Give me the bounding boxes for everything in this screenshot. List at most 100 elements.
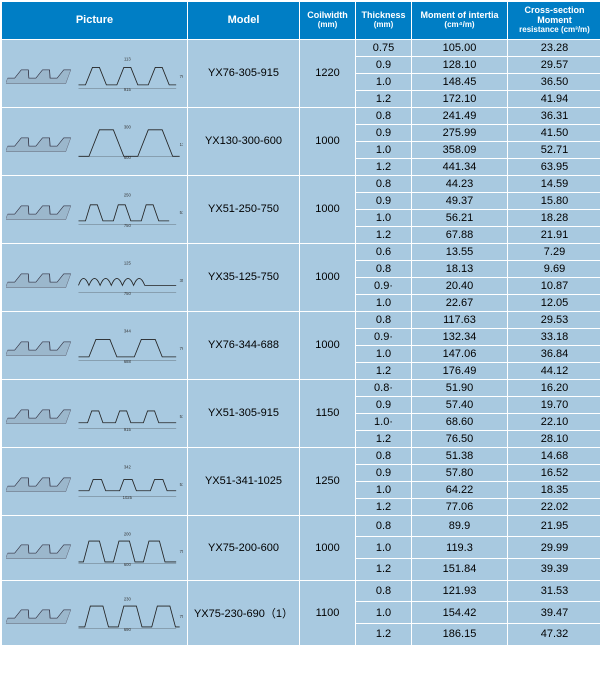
picture-cell: 342102551 [2, 447, 188, 515]
coilwidth-cell: 1100 [300, 580, 356, 645]
svg-text:342: 342 [124, 465, 132, 470]
specs-table: Picture Model Coilwidth(mm) Thickness(mm… [1, 1, 600, 646]
moment-cell: 57.40 [412, 396, 508, 413]
svg-text:344: 344 [124, 329, 132, 334]
thickness-cell: 1.2 [356, 623, 412, 645]
svg-text:35: 35 [180, 278, 183, 283]
svg-text:300: 300 [124, 125, 132, 130]
cross-cell: 14.68 [508, 447, 600, 464]
moment-cell: 105.00 [412, 39, 508, 56]
thickness-cell: 0.8 [356, 515, 412, 537]
thickness-cell: 1.0 [356, 481, 412, 498]
thickness-cell: 1.0 [356, 294, 412, 311]
moment-cell: 151.84 [412, 558, 508, 580]
cross-cell: 44.12 [508, 362, 600, 379]
header-thickness: Thickness(mm) [356, 2, 412, 40]
thickness-cell: 1.0 [356, 602, 412, 624]
model-cell: YX75-230-690（1） [188, 580, 300, 645]
moment-cell: 172.10 [412, 90, 508, 107]
thickness-cell: 1.2 [356, 558, 412, 580]
svg-text:75: 75 [180, 548, 183, 553]
table-row: 34468876 YX76-344-68810000.8117.6329.53 [2, 311, 600, 328]
thickness-cell: 1.2 [356, 362, 412, 379]
cross-cell: 21.95 [508, 515, 600, 537]
thickness-cell: 0.6 [356, 243, 412, 260]
cross-cell: 10.87 [508, 277, 600, 294]
thickness-cell: 1.2 [356, 430, 412, 447]
header-model: Model [188, 2, 300, 40]
header-picture: Picture [2, 2, 188, 40]
moment-cell: 20.40 [412, 277, 508, 294]
cross-cell: 9.69 [508, 260, 600, 277]
cross-cell: 63.95 [508, 158, 600, 175]
picture-cell: 23069075 [2, 580, 188, 645]
cross-cell: 36.84 [508, 345, 600, 362]
table-row: 23069075 YX75-230-690（1）11000.8121.9331.… [2, 580, 600, 602]
picture-cell: 20060075 [2, 515, 188, 580]
thickness-cell: 0.9 [356, 464, 412, 481]
model-cell: YX75-200-600 [188, 515, 300, 580]
svg-text:1025: 1025 [123, 495, 133, 500]
cross-cell: 18.35 [508, 481, 600, 498]
moment-cell: 176.49 [412, 362, 508, 379]
header-cross: Cross-section Momentresistance (cm³/m) [508, 2, 600, 40]
moment-cell: 49.37 [412, 192, 508, 209]
moment-cell: 56.21 [412, 209, 508, 226]
coilwidth-cell: 1150 [300, 379, 356, 447]
cross-cell: 36.31 [508, 107, 600, 124]
cross-cell: 21.91 [508, 226, 600, 243]
coilwidth-cell: 1000 [300, 175, 356, 243]
cross-cell: 19.70 [508, 396, 600, 413]
cross-cell: 47.32 [508, 623, 600, 645]
svg-text:250: 250 [124, 193, 132, 198]
picture-cell: 300600130 [2, 107, 188, 175]
moment-cell: 148.45 [412, 73, 508, 90]
picture-cell: 34468876 [2, 311, 188, 379]
model-cell: YX130-300-600 [188, 107, 300, 175]
svg-text:125: 125 [124, 261, 132, 266]
thickness-cell: 0.9 [356, 56, 412, 73]
thickness-cell: 1.2 [356, 158, 412, 175]
table-row: 25075051 YX51-250-75010000.844.2314.59 [2, 175, 600, 192]
moment-cell: 154.42 [412, 602, 508, 624]
svg-text:915: 915 [124, 87, 132, 92]
cross-cell: 41.94 [508, 90, 600, 107]
model-cell: YX76-344-688 [188, 311, 300, 379]
cross-cell: 41.50 [508, 124, 600, 141]
cross-cell: 52.71 [508, 141, 600, 158]
svg-text:51: 51 [180, 414, 183, 419]
svg-text:76: 76 [180, 74, 183, 79]
header-coilwidth: Coilwidth(mm) [300, 2, 356, 40]
moment-cell: 57.80 [412, 464, 508, 481]
table-row: 20060075 YX75-200-60010000.889.921.95 [2, 515, 600, 537]
moment-cell: 275.99 [412, 124, 508, 141]
svg-text:113: 113 [124, 57, 131, 62]
thickness-cell: 1.0 [356, 209, 412, 226]
moment-cell: 76.50 [412, 430, 508, 447]
thickness-cell: 1.0· [356, 413, 412, 430]
coilwidth-cell: 1000 [300, 107, 356, 175]
table-row: 300600130 YX130-300-60010000.8241.4936.3… [2, 107, 600, 124]
cross-cell: 22.10 [508, 413, 600, 430]
moment-cell: 64.22 [412, 481, 508, 498]
cross-cell: 7.29 [508, 243, 600, 260]
cross-cell: 14.59 [508, 175, 600, 192]
moment-cell: 18.13 [412, 260, 508, 277]
moment-cell: 51.90 [412, 379, 508, 396]
table-row: 12575035 YX35-125-75010000.613.557.29 [2, 243, 600, 260]
moment-cell: 241.49 [412, 107, 508, 124]
svg-text:200: 200 [124, 531, 132, 536]
thickness-cell: 0.8 [356, 580, 412, 602]
thickness-cell: 0.9 [356, 192, 412, 209]
cross-cell: 33.18 [508, 328, 600, 345]
thickness-cell: 1.0 [356, 73, 412, 90]
cross-cell: 18.28 [508, 209, 600, 226]
cross-cell: 15.80 [508, 192, 600, 209]
svg-text:915: 915 [124, 427, 132, 432]
moment-cell: 186.15 [412, 623, 508, 645]
moment-cell: 89.9 [412, 515, 508, 537]
moment-cell: 441.34 [412, 158, 508, 175]
thickness-cell: 1.2 [356, 498, 412, 515]
thickness-cell: 0.8 [356, 447, 412, 464]
thickness-cell: 0.8 [356, 311, 412, 328]
